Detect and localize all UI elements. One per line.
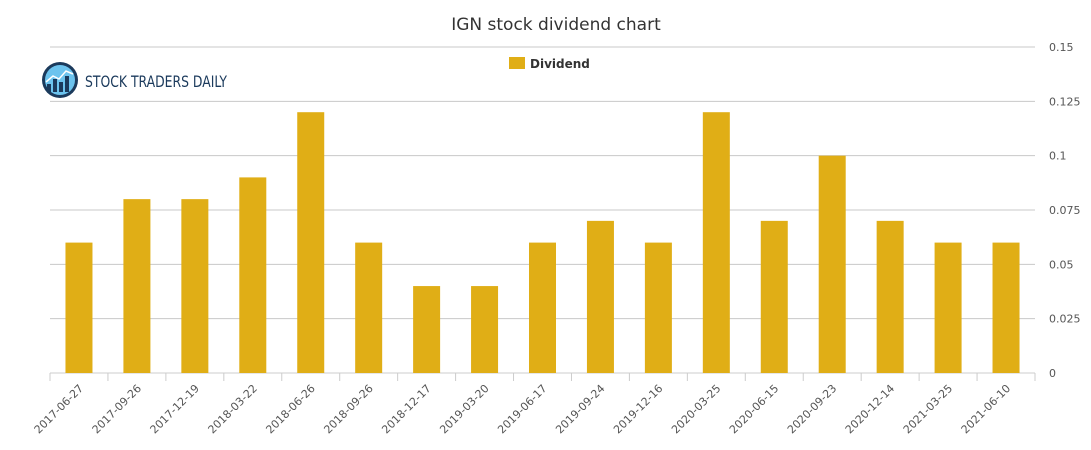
- bar[interactable]: [876, 220, 904, 373]
- bar[interactable]: [413, 286, 441, 373]
- logo-text: STOCK TRADERS DAILY: [85, 72, 227, 91]
- x-tick-label: 2020-06-15: [727, 382, 781, 436]
- bar[interactable]: [818, 155, 846, 373]
- bars: [65, 112, 1020, 373]
- bar[interactable]: [934, 242, 962, 373]
- legend-swatch: [509, 57, 525, 69]
- y-tick-label: 0.025: [1049, 313, 1081, 326]
- bar[interactable]: [760, 220, 788, 373]
- x-tick-label: 2020-09-23: [785, 382, 839, 436]
- x-tick-label: 2020-03-25: [669, 382, 723, 436]
- bar[interactable]: [297, 112, 325, 373]
- gridlines: [50, 46, 1035, 374]
- bar[interactable]: [239, 177, 267, 373]
- x-tick-label: 2020-12-14: [843, 382, 897, 436]
- bar[interactable]: [471, 286, 499, 373]
- x-tick-label: 2021-06-10: [959, 382, 1013, 436]
- x-tick-label: 2019-09-24: [553, 382, 607, 436]
- bar[interactable]: [355, 242, 383, 373]
- logo-bar-icon: [53, 79, 57, 92]
- x-tick-label: 2019-12-16: [611, 382, 665, 436]
- chart-title: IGN stock dividend chart: [451, 15, 661, 35]
- x-tick-label: 2021-03-25: [901, 382, 955, 436]
- bar[interactable]: [123, 199, 151, 373]
- logo-bar-icon: [65, 76, 69, 92]
- legend-label: Dividend: [530, 57, 590, 71]
- x-tick-label: 2018-09-26: [321, 382, 375, 436]
- y-tick-label: 0: [1049, 367, 1056, 380]
- y-tick-label: 0.05: [1049, 258, 1074, 271]
- x-tick-label: 2019-06-17: [495, 382, 549, 436]
- legend[interactable]: Dividend: [509, 57, 590, 71]
- bar[interactable]: [65, 242, 93, 373]
- y-tick-label: 0.1: [1049, 150, 1067, 163]
- x-tick-label: 2018-06-26: [263, 382, 317, 436]
- bar[interactable]: [529, 242, 556, 373]
- y-axis: 0 0.025 0.05 0.075 0.1 0.125 0.15: [1049, 41, 1081, 380]
- x-tick-label: 2018-03-22: [206, 382, 260, 436]
- x-tick-label: 2019-03-20: [437, 382, 491, 436]
- bar[interactable]: [644, 242, 672, 373]
- x-tick-label: 2017-09-26: [90, 382, 144, 436]
- bar[interactable]: [586, 220, 614, 373]
- logo-trend-icon: [45, 70, 74, 83]
- bar[interactable]: [992, 242, 1020, 373]
- x-tick-label: 2018-12-17: [379, 382, 433, 436]
- y-tick-label: 0.125: [1049, 95, 1081, 108]
- y-tick-label: 0.075: [1049, 204, 1081, 217]
- x-tick-label: 2017-12-19: [148, 382, 202, 436]
- bar[interactable]: [702, 112, 730, 373]
- x-tick-label: 2017-06-27: [32, 382, 86, 436]
- stock-traders-daily-logo: STOCK TRADERS DAILY: [42, 62, 227, 98]
- logo-bar-icon: [47, 84, 51, 92]
- x-axis: 2017-06-27 2017-09-26 2017-12-19 2018-03-22…: [32, 373, 1036, 436]
- logo-bar-icon: [59, 82, 63, 92]
- y-tick-label: 0.15: [1049, 41, 1074, 54]
- bar[interactable]: [181, 199, 209, 373]
